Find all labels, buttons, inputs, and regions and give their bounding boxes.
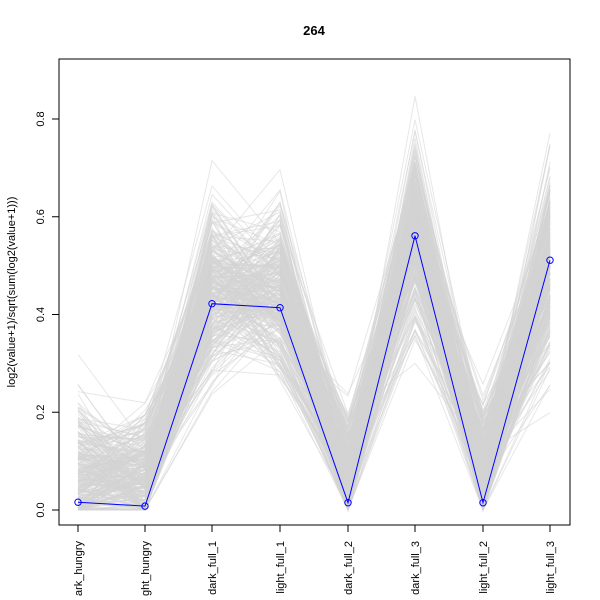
x-tick-label: ght_hungry: [140, 541, 152, 597]
highlight-series-point: [208, 300, 216, 308]
highlight-series-point: [141, 502, 149, 510]
y-tick-label: 0.6: [35, 209, 47, 224]
y-axis: 0.0 0.2 0.4 0.6 0.8: [35, 111, 59, 518]
highlight-series-point: [344, 499, 352, 507]
x-tick-label: ark_hungry: [73, 541, 85, 597]
x-tick-label: light_full_2: [478, 541, 490, 594]
background-series-line: [77, 205, 551, 511]
highlight-series: [74, 232, 554, 510]
background-series-line: [77, 249, 551, 512]
background-series-line: [77, 199, 551, 498]
x-tick-label: dark_full_1: [207, 541, 219, 595]
x-axis: ark_hungry ght_hungry dark_full_1 light_ful…: [73, 525, 557, 596]
y-tick-label: 0.4: [35, 307, 47, 322]
background-series-line: [77, 292, 551, 478]
plot-frame: [58, 58, 571, 526]
highlight-series-point: [479, 499, 487, 507]
background-series-lines: [77, 96, 551, 512]
background-series-line: [77, 129, 551, 511]
background-series-line: [77, 228, 551, 478]
background-series-line: [77, 205, 551, 482]
highlight-series-point: [276, 304, 284, 312]
background-series-line: [77, 213, 551, 511]
highlight-series-line: [77, 235, 551, 507]
x-tick-label: dark_full_2: [343, 541, 355, 595]
chart-title: 264: [303, 23, 325, 38]
x-tick-label: dark_full_3: [410, 541, 422, 595]
y-tick-label: 0.2: [35, 405, 47, 420]
y-tick-label: 0.0: [35, 502, 47, 517]
x-tick-label: light_full_1: [275, 541, 287, 594]
y-axis-label: log2(value+1)/sqrt(sum(log2(value+1))): [6, 197, 18, 388]
highlight-series-point: [74, 498, 82, 506]
y-tick-label: 0.8: [35, 111, 47, 126]
x-tick-label: light_full_3: [545, 541, 557, 594]
highlight-series-point: [546, 256, 554, 264]
highlight-series-point: [411, 232, 419, 240]
background-series-line: [77, 189, 551, 495]
background-series-line: [77, 213, 551, 488]
background-series-line: [77, 272, 551, 511]
background-series-line: [77, 174, 551, 499]
